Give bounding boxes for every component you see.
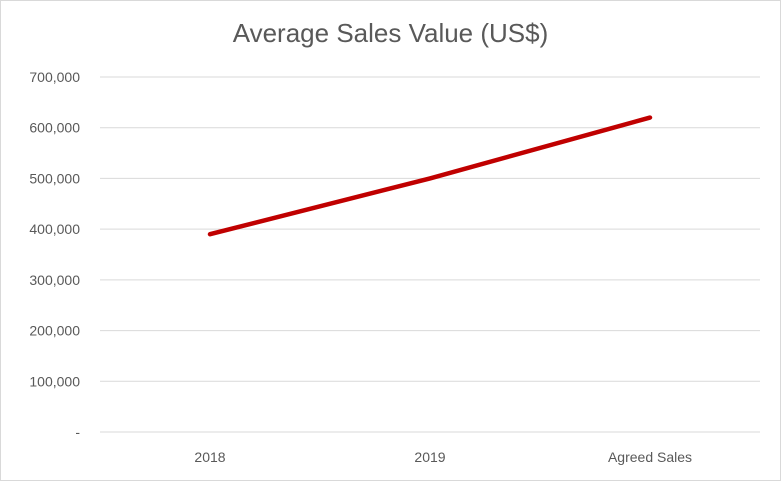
x-axis-tick-labels: 2018 2019 Agreed Sales [194, 449, 692, 465]
y-tick-label: 600,000 [29, 120, 80, 136]
y-axis-tick-labels: - 100,000 200,000 300,000 400,000 500,000 600,… [29, 69, 80, 440]
y-tick-label: 400,000 [29, 221, 80, 237]
y-tick-label: - [75, 424, 80, 440]
y-tick-label: 700,000 [29, 69, 80, 85]
y-tick-label: 500,000 [29, 170, 80, 186]
x-tick-label: 2019 [414, 449, 445, 465]
series-layer [207, 115, 653, 237]
y-tick-label: 300,000 [29, 272, 80, 288]
y-tick-label: 200,000 [29, 323, 80, 339]
x-tick-label: Agreed Sales [608, 449, 692, 465]
y-tick-label: 100,000 [29, 373, 80, 389]
x-tick-label: 2018 [194, 449, 225, 465]
gridlines [100, 76, 760, 433]
chart-title: Average Sales Value (US$) [232, 18, 549, 48]
series-line [207, 115, 653, 237]
